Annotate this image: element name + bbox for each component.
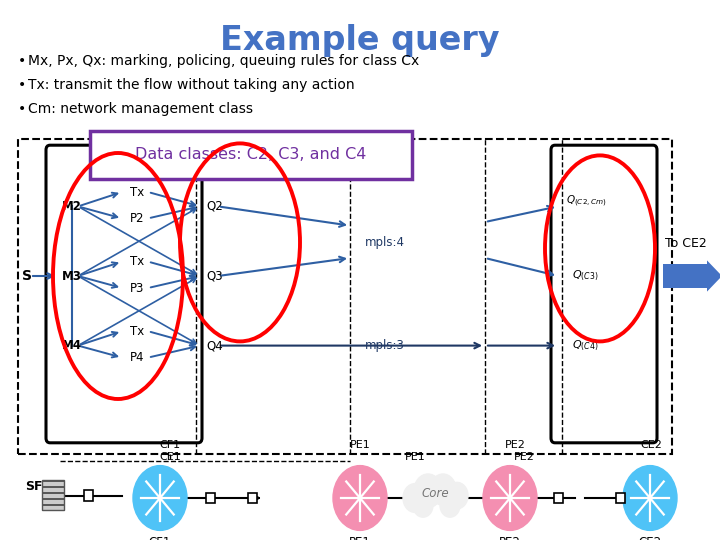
Bar — [616, 492, 624, 503]
Text: P2: P2 — [130, 212, 145, 225]
Bar — [84, 490, 92, 501]
Text: CE2: CE2 — [640, 440, 662, 450]
Text: PE2: PE2 — [513, 453, 534, 462]
Text: $Q_{(C4)}$: $Q_{(C4)}$ — [572, 339, 598, 353]
Text: SF: SF — [25, 480, 42, 493]
Text: Tx: transmit the flow without taking any action: Tx: transmit the flow without taking any… — [28, 78, 355, 92]
Text: •: • — [18, 54, 26, 68]
Text: Mx, Px, Qx: marking, policing, queuing rules for class Cx: Mx, Px, Qx: marking, policing, queuing r… — [28, 54, 419, 68]
Circle shape — [446, 482, 468, 509]
Text: CF1: CF1 — [149, 536, 171, 540]
Text: CE1: CE1 — [159, 453, 181, 462]
Text: M2: M2 — [62, 200, 82, 213]
Text: Data classes: C2, C3, and C4: Data classes: C2, C3, and C4 — [135, 147, 366, 163]
Bar — [42, 480, 64, 510]
Bar — [205, 492, 215, 503]
Text: P4: P4 — [130, 351, 145, 364]
Circle shape — [483, 465, 537, 530]
Bar — [248, 492, 256, 503]
Text: Core: Core — [421, 487, 449, 500]
Circle shape — [413, 493, 433, 517]
Bar — [18, 139, 672, 454]
Bar — [42, 493, 64, 498]
Text: To CE2: To CE2 — [665, 237, 707, 249]
Text: •: • — [18, 78, 26, 92]
Text: PE1: PE1 — [405, 453, 426, 462]
Circle shape — [403, 484, 427, 512]
Text: $Q_{(C2,Cm)}$: $Q_{(C2,Cm)}$ — [566, 194, 607, 210]
Bar — [42, 481, 64, 486]
Circle shape — [430, 474, 456, 505]
Text: Tx: Tx — [130, 325, 144, 338]
Text: PE2: PE2 — [499, 536, 521, 540]
Bar — [42, 505, 64, 510]
Text: $Q_{(C3)}$: $Q_{(C3)}$ — [572, 269, 598, 283]
Bar — [554, 492, 562, 503]
Text: S: S — [22, 269, 32, 283]
Text: Cm: network management class: Cm: network management class — [28, 102, 253, 116]
Text: M4: M4 — [62, 339, 82, 352]
Circle shape — [623, 465, 677, 530]
Text: CF1: CF1 — [159, 440, 181, 450]
Text: Q3: Q3 — [206, 269, 222, 282]
Text: PE2: PE2 — [505, 440, 526, 450]
Bar — [42, 499, 64, 504]
Text: Tx: Tx — [130, 255, 144, 268]
Text: M3: M3 — [62, 269, 82, 282]
Text: Q2: Q2 — [206, 200, 222, 213]
FancyBboxPatch shape — [90, 131, 412, 179]
Text: Example query: Example query — [220, 24, 500, 57]
Text: •: • — [18, 102, 26, 116]
Circle shape — [333, 465, 387, 530]
FancyArrow shape — [663, 260, 720, 292]
Circle shape — [440, 493, 460, 517]
Text: P3: P3 — [130, 281, 145, 294]
Circle shape — [133, 465, 187, 530]
Text: PE1: PE1 — [350, 440, 370, 450]
Text: CE2: CE2 — [639, 536, 662, 540]
Circle shape — [414, 474, 442, 508]
Text: Tx: Tx — [130, 186, 144, 199]
Text: Q4: Q4 — [206, 339, 222, 352]
Text: mpls:3: mpls:3 — [365, 339, 405, 352]
Text: PE1: PE1 — [349, 536, 371, 540]
Text: mpls:4: mpls:4 — [365, 236, 405, 249]
Bar — [42, 487, 64, 492]
